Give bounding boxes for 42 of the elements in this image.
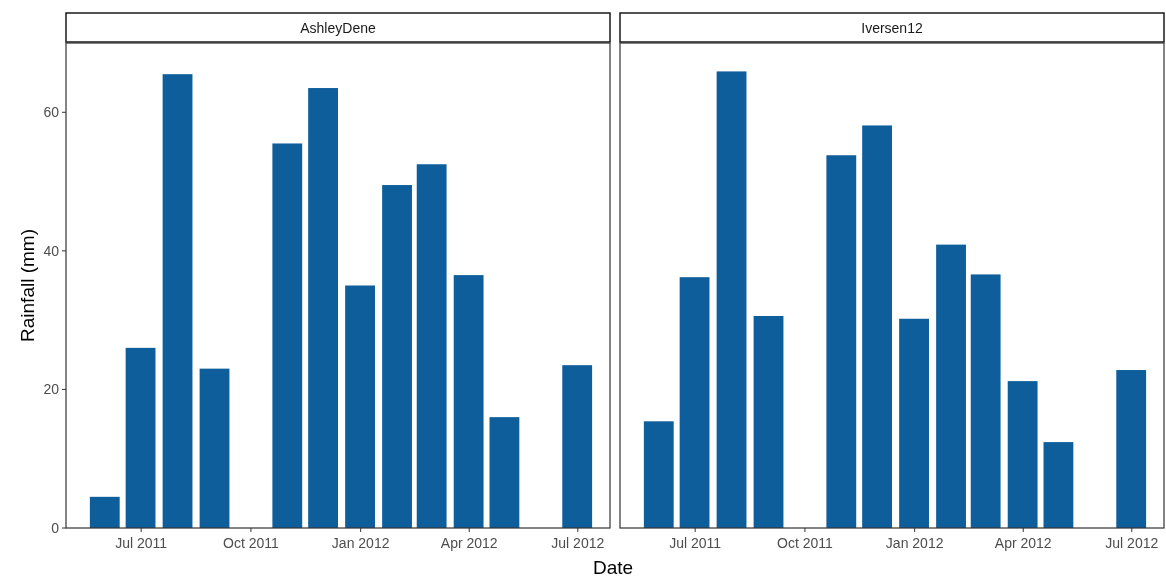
bar [1116,370,1147,528]
bar [162,74,193,528]
bar [562,365,593,528]
bar [453,275,484,528]
bar [936,244,966,528]
bar [345,285,375,528]
x-tick-label: Jan 2012 [331,535,390,551]
y-tick-label: 40 [43,242,60,259]
chart-title: Iversen12 [861,19,923,36]
y-tick-label: 60 [43,104,60,121]
bar [125,347,156,528]
x-tick-label: Jul 2012 [1105,535,1159,551]
bar [308,88,338,528]
bar [489,417,520,528]
bar [679,277,710,528]
bar [199,368,230,528]
bar [753,315,784,528]
bar [382,185,412,528]
bar [89,496,120,528]
x-tick-label: Oct 2011 [223,535,280,551]
bar [1043,442,1074,528]
x-tick-label: Apr 2012 [994,535,1052,551]
bar [970,274,1001,528]
x-axis-title: Date [592,557,634,576]
x-tick-label: Apr 2012 [440,535,498,551]
x-tick-label: Oct 2011 [777,535,834,551]
x-tick-label: Jul 2011 [115,535,168,551]
x-tick-label: Jul 2011 [669,535,722,551]
y-tick-label: 20 [43,381,60,398]
bar [1007,381,1038,528]
bar [272,143,303,528]
x-tick-label: Jul 2012 [551,535,605,551]
x-tick-label: Jan 2012 [885,535,944,551]
bar [899,318,929,528]
y-axis-title: Rainfall (mm) [17,229,38,342]
bar [643,421,674,528]
bar [716,71,747,528]
chart-title: AshleyDene [300,19,376,36]
y-tick-label: 0 [51,520,60,536]
bar [826,155,857,528]
bar [416,164,447,528]
bar [862,125,892,528]
